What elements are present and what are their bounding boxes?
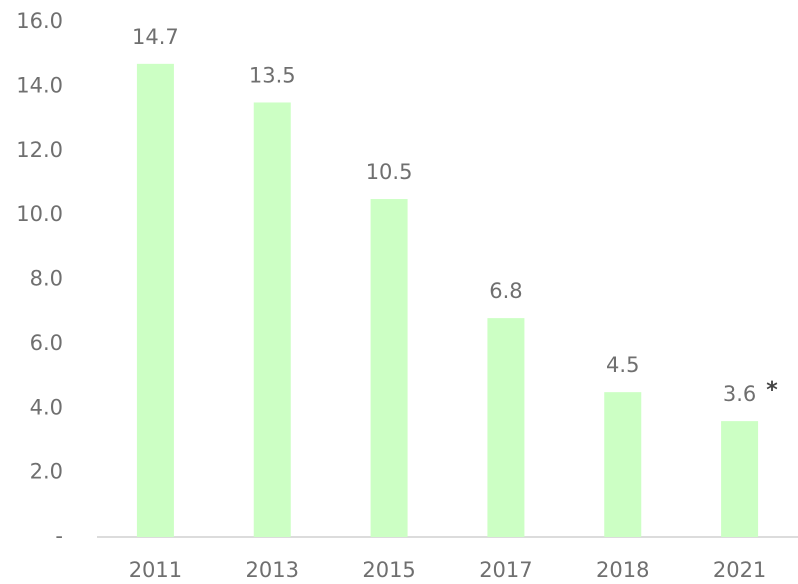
x-tick-label: 2015 (362, 558, 415, 582)
bar (370, 199, 408, 537)
value-label: 4.5 (606, 353, 639, 377)
x-tick-label: 2011 (129, 558, 182, 582)
y-tick-label: 6.0 (30, 331, 63, 355)
y-tick-label: 2.0 (30, 460, 63, 484)
y-tick-label: - (55, 524, 63, 548)
x-tick-label: 2018 (596, 558, 649, 582)
value-label: 10.5 (366, 160, 413, 184)
y-tick-label: 4.0 (30, 395, 63, 419)
x-tick-label: 2021 (713, 558, 766, 582)
value-label: 3.6 (723, 382, 756, 406)
bar (136, 63, 174, 537)
y-tick-label: 16.0 (16, 9, 63, 33)
value-label: 6.8 (489, 279, 522, 303)
y-tick-label: 12.0 (16, 138, 63, 162)
annotation: * (766, 378, 778, 403)
bar (721, 421, 759, 537)
x-tick-label: 2013 (246, 558, 299, 582)
value-label: 13.5 (249, 63, 296, 87)
bar (253, 102, 291, 537)
y-tick-label: 8.0 (30, 267, 63, 291)
value-label: 14.7 (132, 25, 179, 49)
bar (487, 318, 525, 537)
bar (604, 392, 642, 537)
y-tick-label: 10.0 (16, 202, 63, 226)
y-tick-label: 14.0 (16, 73, 63, 97)
x-tick-label: 2017 (479, 558, 532, 582)
